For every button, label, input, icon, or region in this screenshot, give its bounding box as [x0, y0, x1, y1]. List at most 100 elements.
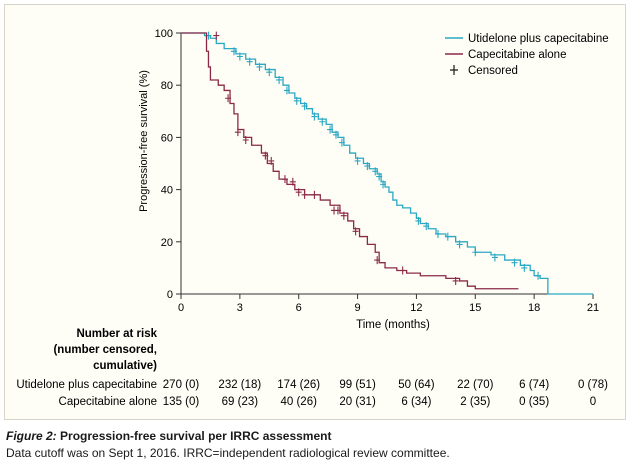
utidelone-censor-mark — [327, 125, 334, 134]
risk-heading-line1: Number at risk — [76, 328, 157, 340]
risk-value: 6 (34) — [401, 396, 431, 408]
capecitabine-censor-mark — [268, 156, 275, 165]
risk-value: 40 (26) — [280, 396, 317, 408]
x-axis-label: Time (months) — [356, 319, 430, 331]
utidelone-censor-mark — [364, 162, 371, 171]
y-tick-label: 100 — [155, 28, 173, 40]
utidelone-censor-mark — [338, 138, 345, 147]
utidelone-censor-mark — [372, 167, 379, 176]
risk-value: 20 (31) — [339, 396, 376, 408]
risk-value: 99 (51) — [339, 379, 376, 391]
figure-caption: Figure 2: Progression-free survival per … — [6, 428, 626, 462]
risk-row-label-utidelone: Utidelone plus capecitabine — [16, 379, 157, 391]
utidelone-censor-mark — [293, 96, 300, 105]
capecitabine-censor-mark — [452, 276, 459, 285]
y-tick-label: 40 — [161, 185, 173, 197]
capecitabine-censor-mark — [340, 211, 347, 220]
x-tick-label: 18 — [528, 302, 540, 314]
utidelone-censor-mark — [354, 156, 361, 165]
utidelone-censor-mark — [266, 68, 273, 77]
risk-value: 135 (0) — [163, 396, 200, 408]
x-tick-label: 6 — [296, 302, 302, 314]
risk-value: 50 (64) — [398, 379, 435, 391]
risk-value: 6 (74) — [519, 379, 549, 391]
x-tick-label: 0 — [178, 302, 184, 314]
caption-title-line: Figure 2: Progression-free survival per … — [6, 428, 626, 445]
capecitabine-censor-mark — [334, 206, 341, 215]
risk-heading-line2: (number censored, — [53, 344, 157, 356]
x-tick-label: 15 — [469, 302, 481, 314]
risk-table: Number at risk (number censored, cumulat… — [16, 328, 608, 408]
utidelone-censor-mark — [301, 102, 308, 111]
x-tick-label: 3 — [237, 302, 243, 314]
utidelone-censor-mark — [423, 222, 430, 231]
y-tick-label: 80 — [161, 80, 173, 92]
capecitabine-censor-mark — [262, 151, 269, 160]
utidelone-censor-mark — [230, 47, 237, 56]
utidelone-censor-mark — [415, 216, 422, 225]
risk-row-label-capecitabine: Capecitabine alone — [59, 396, 157, 408]
capecitabine-censor-mark — [301, 190, 308, 199]
risk-value: 22 (70) — [457, 379, 494, 391]
risk-value: 2 (35) — [460, 396, 490, 408]
utidelone-censor-mark — [491, 253, 498, 262]
survival-curves — [181, 31, 593, 295]
risk-value: 174 (26) — [277, 379, 320, 391]
capecitabine-censor-mark — [213, 31, 220, 40]
axes: 0 20 40 60 80 100 0 3 6 9 12 15 18 21 — [155, 28, 599, 314]
figure-note: Data cutoff was on Sept 1, 2016. IRRC=in… — [6, 446, 450, 460]
capecitabine-censor-mark — [295, 188, 302, 197]
capecitabine-censor-mark — [352, 227, 359, 236]
legend-censored-symbol — [450, 65, 458, 75]
x-tick-label: 21 — [587, 302, 599, 314]
capecitabine-censor-mark — [289, 177, 296, 186]
capecitabine-censor-mark — [281, 175, 288, 184]
capecitabine-censor-mark — [399, 266, 406, 275]
capecitabine-censor-mark — [242, 136, 249, 145]
figure-label: Figure 2: — [6, 429, 57, 443]
utidelone-censor-mark — [376, 172, 383, 181]
utidelone-censor-mark — [283, 86, 290, 95]
x-tick-label: 12 — [410, 302, 422, 314]
utidelone-censor-mark — [256, 62, 263, 71]
y-axis-label: Progression-free survival (%) — [138, 70, 150, 212]
figure-panel: 0 20 40 60 80 100 0 3 6 9 12 15 18 21 Utidelone plus … — [4, 4, 626, 420]
legend-entry: Utidelone plus capecitabine — [468, 33, 609, 45]
utidelone-censor-mark — [236, 52, 243, 61]
utidelone-censor-mark — [535, 271, 542, 280]
utidelone-censor-mark — [380, 180, 387, 189]
utidelone-censor-mark — [276, 75, 283, 84]
legend: Utidelone plus capecitabine Capecitabine … — [445, 33, 609, 77]
utidelone-censor-mark — [472, 248, 479, 257]
utidelone-censor-mark — [246, 57, 253, 66]
utidelone-censor-mark — [435, 229, 442, 238]
y-tick-label: 0 — [167, 289, 173, 301]
risk-heading-line3: cumulative) — [93, 360, 157, 372]
y-tick-label: 20 — [161, 237, 173, 249]
utidelone-censor-mark — [319, 117, 326, 126]
utidelone-censor-mark — [521, 263, 528, 272]
capecitabine-censor-mark — [225, 94, 232, 103]
utidelone-censor-mark — [511, 258, 518, 267]
x-tick-label: 9 — [355, 302, 361, 314]
risk-value: 0 (78) — [578, 379, 608, 391]
capecitabine-curve — [181, 32, 519, 290]
risk-value: 69 (23) — [222, 396, 259, 408]
risk-value: 0 (35) — [519, 396, 549, 408]
capecitabine-censor-mark — [234, 128, 241, 137]
legend-entry: Capecitabine alone — [468, 49, 566, 61]
risk-value: 232 (18) — [218, 379, 261, 391]
y-tick-label: 60 — [161, 132, 173, 144]
utidelone-censor-mark — [444, 232, 451, 241]
km-chart: 0 20 40 60 80 100 0 3 6 9 12 15 18 21 Utidelone plus … — [16, 28, 609, 408]
risk-value: 0 — [590, 396, 596, 408]
utidelone-curve — [181, 32, 593, 295]
capecitabine-censor-mark — [311, 190, 318, 199]
legend-entry-censored: Censored — [468, 65, 518, 77]
figure-title: Progression-free survival per IRRC asses… — [60, 429, 332, 443]
utidelone-censor-mark — [311, 112, 318, 121]
risk-value: 270 (0) — [163, 379, 200, 391]
capecitabine-censor-mark — [374, 256, 381, 265]
utidelone-censor-mark — [332, 130, 339, 139]
utidelone-censor-mark — [456, 240, 463, 249]
